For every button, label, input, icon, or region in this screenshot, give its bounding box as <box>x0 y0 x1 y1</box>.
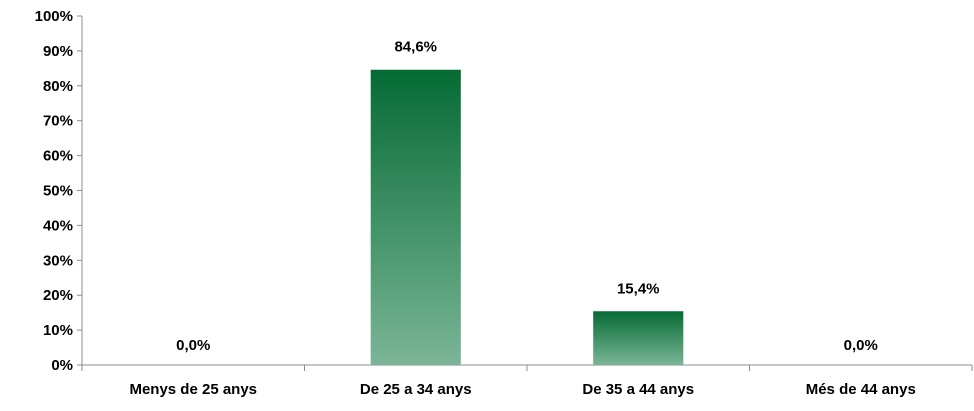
y-tick-label: 80% <box>43 78 73 95</box>
data-label: 0,0% <box>844 337 878 354</box>
y-tick-label: 30% <box>43 252 73 269</box>
y-axis: 0% 10% 20% 30% 40% 50% 60% 70% 80% 90% 100% <box>35 8 83 374</box>
x-tick-label: De 25 a 34 anys <box>360 381 472 398</box>
y-tick-label: 20% <box>43 287 73 304</box>
y-tick-label: 60% <box>43 148 73 165</box>
data-label: 15,4% <box>617 280 660 297</box>
y-tick-label: 50% <box>43 183 73 200</box>
x-tick-label: Més de 44 anys <box>806 381 916 398</box>
x-tick-label: De 35 a 44 anys <box>582 381 694 398</box>
y-tick-label: 0% <box>51 357 73 374</box>
y-tick-label: 100% <box>35 8 73 25</box>
data-labels: 0,0% 84,6% 15,4% 0,0% <box>176 39 878 354</box>
bar <box>370 69 461 365</box>
bars <box>370 69 684 365</box>
data-label: 84,6% <box>394 39 437 56</box>
x-axis: Menys de 25 anys De 25 a 34 anys De 35 a 4… <box>81 364 973 398</box>
y-tick-label: 40% <box>43 217 73 234</box>
data-label: 0,0% <box>176 337 210 354</box>
y-tick-label: 90% <box>43 43 73 60</box>
x-tick-label: Menys de 25 anys <box>129 381 257 398</box>
y-tick-label: 10% <box>43 322 73 339</box>
bar <box>593 311 684 365</box>
y-tick-label: 70% <box>43 113 73 130</box>
